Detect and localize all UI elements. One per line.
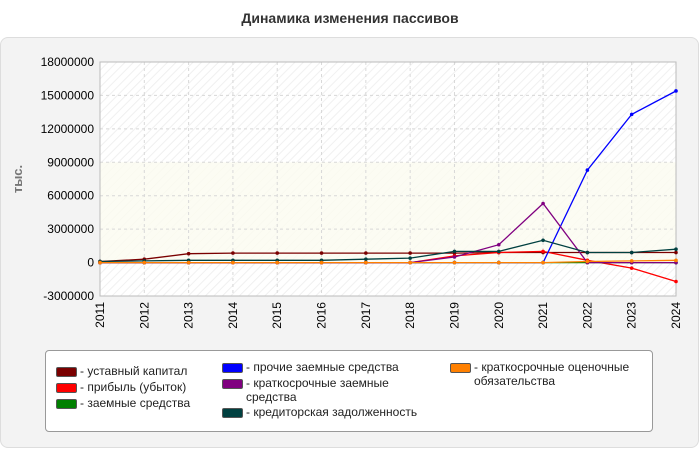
series-line: [99, 239, 677, 263]
legend-label: - прочие заемные средства: [246, 360, 399, 374]
x-tick-label: 2011: [93, 302, 107, 328]
data-point: [496, 242, 501, 247]
data-point: [541, 201, 545, 206]
legend-swatch: [450, 363, 471, 373]
data-point: [452, 249, 457, 254]
legend-label: - заемные средства: [80, 396, 191, 410]
legend-label: - кредиторская задолженность: [246, 405, 418, 419]
data-point: [496, 260, 501, 265]
legend-swatch: [222, 363, 243, 373]
x-tick-label: 2022: [580, 302, 594, 329]
y-tick-label: 0: [87, 256, 94, 270]
data-point: [585, 259, 590, 264]
y-tick-label: 12000000: [41, 122, 95, 136]
chart-legend: - уставный капитал - прибыль (убыток) - …: [45, 350, 653, 432]
data-point: [452, 260, 457, 265]
data-point: [674, 250, 678, 255]
data-point: [364, 257, 368, 262]
data-point: [674, 258, 678, 263]
data-point: [319, 251, 324, 255]
legend-swatch: [56, 383, 77, 393]
data-point: [674, 247, 678, 251]
x-tick-label: 2015: [270, 302, 284, 329]
data-point: [674, 279, 678, 284]
data-point: [452, 255, 457, 259]
data-point: [186, 260, 191, 265]
x-tick-label: 2018: [403, 302, 417, 329]
data-point: [231, 260, 235, 265]
x-tick-label: 2014: [226, 302, 240, 329]
data-point: [674, 89, 678, 93]
y-tick-label: -3000000: [43, 289, 94, 303]
data-point: [629, 112, 634, 117]
data-point: [629, 259, 634, 263]
data-point: [275, 260, 280, 265]
data-point: [408, 256, 412, 260]
data-point: [98, 260, 102, 265]
data-point: [319, 260, 324, 265]
x-tick-label: 2024: [669, 302, 683, 329]
data-point: [585, 250, 590, 255]
legend-swatch: [222, 408, 243, 418]
x-tick-label: 2016: [315, 302, 329, 329]
data-point: [408, 251, 412, 255]
data-point: [629, 266, 634, 270]
data-point: [408, 260, 412, 265]
x-tick-label: 2012: [137, 302, 151, 329]
plot-border: [99, 61, 677, 297]
x-tick-label: 2021: [536, 302, 550, 329]
y-axis-label: тыс.: [10, 165, 25, 193]
y-tick-label: 6000000: [47, 189, 94, 203]
data-point: [186, 251, 191, 256]
data-point: [142, 260, 147, 265]
y-tick-label: 3000000: [47, 222, 94, 236]
data-point: [275, 251, 280, 255]
data-point: [364, 251, 368, 255]
legend-label: - краткосрочные заемные средства: [246, 376, 389, 404]
x-tick-label: 2023: [625, 302, 639, 329]
data-point: [629, 250, 634, 255]
y-tick-label: 18000000: [41, 55, 95, 69]
data-point: [496, 249, 501, 254]
data-point: [364, 260, 368, 265]
legend-swatch: [56, 399, 77, 409]
data-point: [541, 260, 545, 265]
legend-swatch: [56, 367, 77, 377]
y-tick-label: 15000000: [41, 88, 95, 102]
legend-swatch: [222, 379, 243, 389]
x-tick-label: 2019: [447, 302, 461, 329]
chart-title: Динамика изменения пассивов: [241, 10, 459, 26]
data-point: [541, 249, 545, 254]
series-line: [100, 259, 677, 264]
x-tick-label: 2017: [359, 302, 373, 329]
legend-label: - уставный капитал: [80, 364, 188, 378]
x-tick-label: 2013: [182, 302, 196, 329]
y-tick-label: 9000000: [47, 155, 94, 169]
plot-band: [100, 162, 676, 263]
data-point: [231, 251, 235, 255]
legend-label: - краткосрочные оценочные обязательства: [474, 360, 630, 388]
legend-label: - прибыль (убыток): [80, 380, 187, 394]
data-point: [541, 238, 545, 243]
data-point: [585, 168, 590, 172]
x-tick-label: 2020: [492, 302, 506, 329]
